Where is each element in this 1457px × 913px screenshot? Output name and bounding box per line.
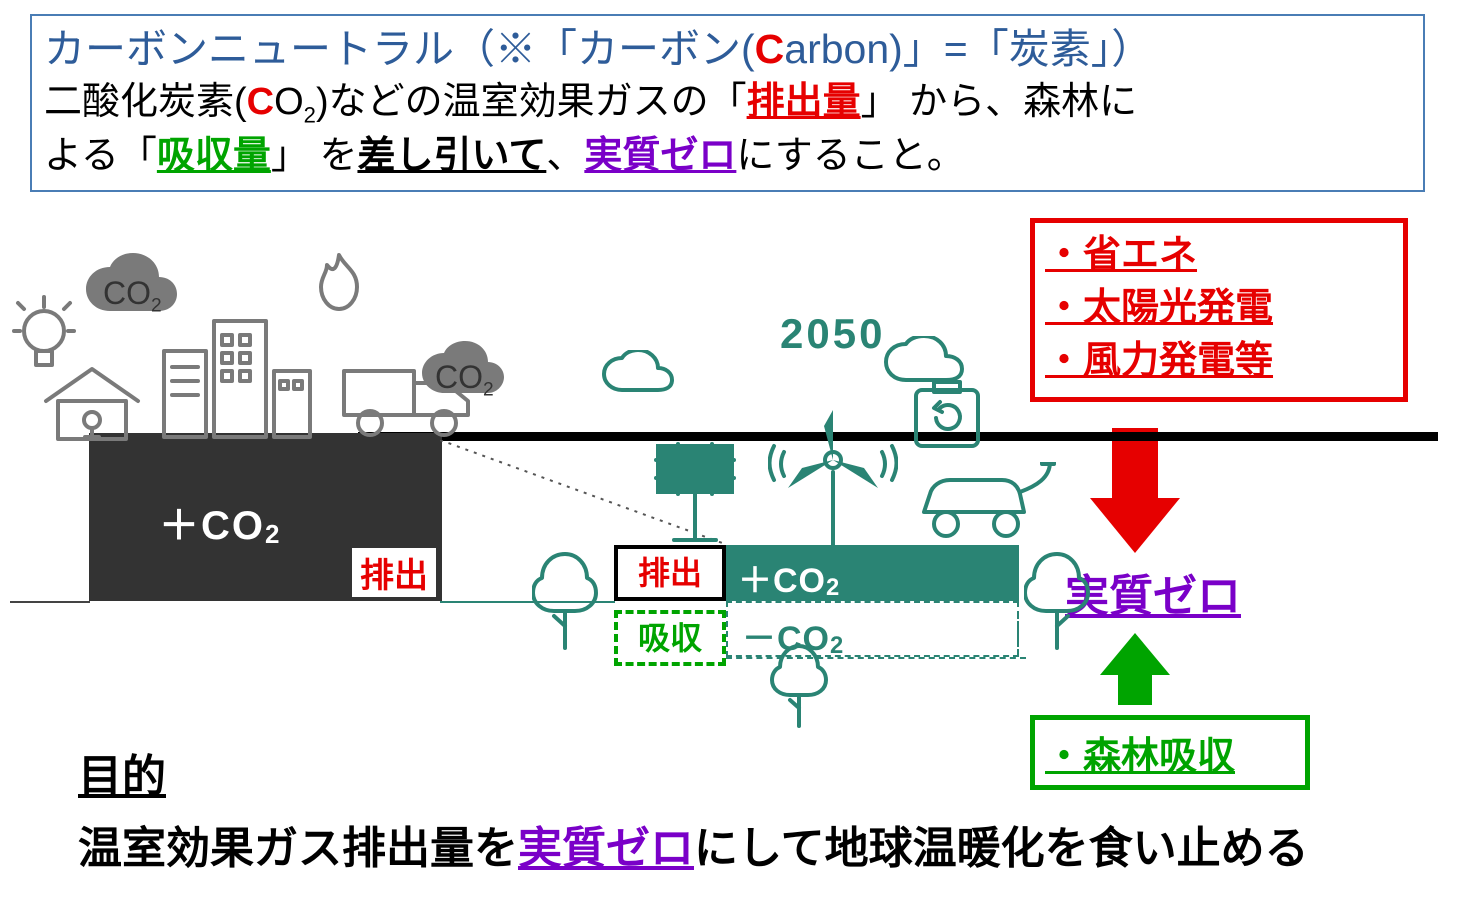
measures-item-1: ・省エネ <box>1045 234 1197 276</box>
forest-box: ・森林吸収 <box>1030 715 1310 790</box>
title-box: カーボンニュートラル（※「カーボン(Carbon)」=「炭素」） 二酸化炭素(C… <box>30 14 1425 192</box>
title-l1-b: arbon)」=「炭素」） <box>784 26 1152 72</box>
absorption-bar-edge <box>1017 601 1019 657</box>
purpose-a: 温室効果ガス排出量を <box>78 824 518 873</box>
emission-block-label: 排出 <box>352 548 436 597</box>
netzero-mid-label: 実質ゼロ <box>1065 560 1241 624</box>
arrow-red-down-icon <box>1090 428 1180 558</box>
absorb-small-label: 吸収 <box>614 610 726 666</box>
flame-icon <box>312 251 366 313</box>
title-line1: カーボンニュートラル（※「カーボン(Carbon)」=「炭素」） <box>44 22 1411 77</box>
arrow-green-up-icon <box>1100 633 1170 705</box>
future-scene <box>540 330 1060 580</box>
title-line3: よる「吸収量」 を差し引いて、実質ゼロにすること。 <box>44 131 1411 182</box>
tree-2-icon <box>770 640 828 735</box>
co2-bubble-1-text: CO2 <box>103 275 162 317</box>
measures-box: ・省エネ ・太陽光発電 ・風力発電等 <box>1030 218 1408 402</box>
emission-block-co2-sub: 2 <box>265 519 279 549</box>
purpose-zero: 実質ゼロ <box>518 824 694 873</box>
title-l3-zero: 実質ゼロ <box>584 135 736 177</box>
purpose-heading: 目的 <box>78 740 166 804</box>
title-l3-absorb: 吸収量 <box>157 135 271 177</box>
abs-co2-sub: 2 <box>830 632 844 659</box>
title-line2: 二酸化炭素(CO2)などの温室効果ガスの「排出量」 から、森林に <box>44 77 1411 130</box>
co2-sub-2: 2 <box>483 379 494 400</box>
co2-bubble-2-text: CO2 <box>435 359 494 401</box>
purpose-line: 温室効果ガス排出量を実質ゼロにして地球温暖化を食い止める <box>78 812 1438 876</box>
purpose-b: にして地球温暖化を食い止める <box>694 824 1309 873</box>
title-l1-a: カーボンニュートラル（※「カーボン( <box>44 26 755 72</box>
title-l2-c: )などの温室効果ガスの「 <box>316 81 747 123</box>
emission-block-co2: ＋CO2 <box>159 493 279 551</box>
forest-box-text: ・森林吸収 <box>1045 736 1235 778</box>
title-l2-b: O <box>274 81 304 123</box>
title-l2-emit: 排出量 <box>747 81 861 123</box>
cloud-icon <box>600 350 690 400</box>
ev-car-icon <box>910 462 1060 548</box>
title-l3-sub: 差し引いて <box>357 135 546 177</box>
tree-3-icon <box>1024 548 1090 659</box>
measures-item-2: ・太陽光発電 <box>1045 287 1273 329</box>
city-today-scene: CO2 CO2 <box>0 255 520 435</box>
battery-recycle-icon <box>910 378 984 452</box>
co2-txt-2: CO <box>435 359 483 395</box>
title-l3-b: 」 を <box>271 135 358 177</box>
emission-block-left: ＋CO2 排出 <box>89 433 442 601</box>
title-l1-C: C <box>755 26 785 72</box>
title-l2-sub: 2 <box>304 103 316 128</box>
ground-line-left <box>10 601 90 603</box>
title-l3-a: よる「 <box>44 135 157 177</box>
wind-turbine-icon <box>768 402 898 552</box>
house-icon <box>42 365 142 440</box>
solar-panel-icon <box>650 438 740 546</box>
co2-txt: CO <box>103 275 151 311</box>
emission-block-co2-text: ＋CO <box>159 504 265 548</box>
measures-item-3: ・風力発電等 <box>1045 340 1273 382</box>
title-l2-a: 二酸化炭素( <box>44 81 247 123</box>
title-l2-d: 」 から、森林に <box>861 81 1138 123</box>
title-l2-C: C <box>247 81 274 123</box>
buildings-icon <box>160 301 315 441</box>
tree-1-icon <box>532 548 598 659</box>
title-l3-c: 、 <box>546 135 584 177</box>
title-l3-d: にすること。 <box>736 135 964 177</box>
